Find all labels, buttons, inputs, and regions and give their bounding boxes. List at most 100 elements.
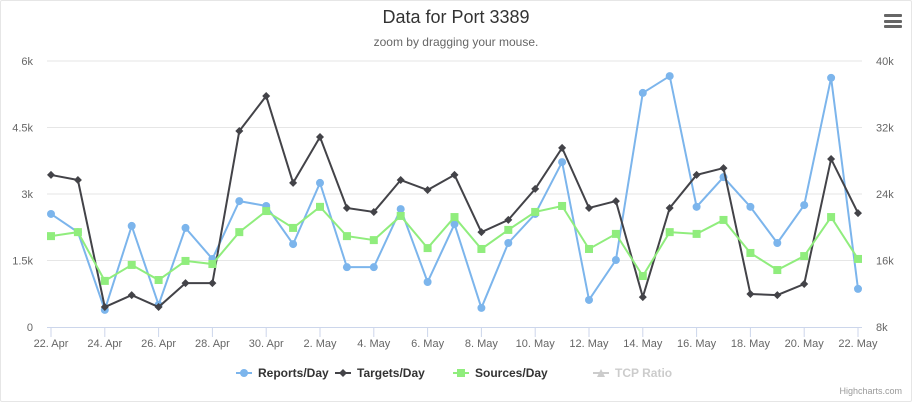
data-point — [154, 303, 163, 312]
data-point — [342, 203, 351, 212]
data-point — [773, 238, 782, 247]
data-point — [289, 240, 298, 249]
data-point — [100, 276, 109, 285]
data-point — [504, 238, 513, 247]
data-point — [746, 248, 755, 257]
data-point — [504, 225, 513, 234]
data-point — [585, 203, 593, 212]
data-point — [665, 72, 674, 81]
data-point — [854, 209, 862, 218]
y-left-tick-label: 3k — [21, 189, 33, 201]
data-point — [289, 178, 298, 187]
data-point — [558, 158, 567, 167]
x-tick-label: 26. Apr — [141, 338, 176, 350]
data-point — [638, 88, 647, 97]
x-tick-label: 10. May — [516, 338, 556, 350]
data-point — [127, 221, 136, 230]
x-tick-label: 4. May — [357, 338, 391, 350]
legend-item[interactable]: Targets/Day — [357, 366, 425, 380]
credits-link[interactable]: Highcharts.com — [839, 386, 902, 396]
data-point — [369, 236, 378, 245]
x-tick-label: 14. May — [623, 338, 663, 350]
legend-item[interactable]: Sources/Day — [475, 366, 548, 380]
x-tick-label: 30. Apr — [249, 338, 284, 350]
data-point — [423, 244, 432, 253]
y-right-tick-label: 16k — [876, 256, 894, 268]
data-point — [423, 278, 432, 287]
data-point — [611, 197, 620, 206]
data-point — [47, 209, 55, 218]
y-right-tick-label: 24k — [876, 189, 894, 201]
x-tick-label: 22. Apr — [34, 338, 69, 350]
data-point — [477, 228, 486, 237]
data-point — [396, 176, 405, 185]
data-point — [369, 263, 378, 272]
data-point — [235, 127, 244, 136]
data-point — [396, 205, 405, 214]
data-point — [611, 229, 620, 238]
hamburger-menu-icon[interactable] — [884, 14, 902, 28]
data-point — [638, 272, 647, 281]
data-point — [638, 293, 647, 302]
data-point — [531, 184, 540, 193]
chart-title: Data for Port 3389 — [382, 7, 530, 27]
data-point — [477, 244, 486, 253]
data-point — [531, 207, 540, 216]
data-point — [316, 178, 324, 187]
data-point — [235, 197, 244, 206]
legend-item[interactable]: Reports/Day — [258, 366, 329, 380]
data-point — [369, 207, 378, 216]
data-point — [450, 220, 459, 229]
data-point — [692, 170, 701, 179]
y-left-tick-label: 1.5k — [12, 256, 33, 268]
x-tick-label: 12. May — [569, 338, 609, 350]
data-point — [692, 229, 701, 238]
data-point — [73, 228, 82, 237]
chart-subtitle: zoom by dragging your mouse. — [373, 35, 539, 49]
data-point — [665, 203, 674, 212]
y-left-tick-label: 0 — [27, 322, 33, 334]
x-tick-label: 20. May — [785, 338, 825, 350]
x-tick-label: 6. May — [411, 338, 445, 350]
data-point — [773, 291, 782, 300]
data-point — [558, 143, 567, 152]
data-point — [262, 92, 271, 101]
data-point — [827, 213, 836, 222]
legend-item[interactable]: TCP Ratio — [615, 366, 672, 380]
data-point — [692, 202, 701, 211]
data-point — [316, 202, 324, 211]
data-point — [208, 279, 217, 288]
data-point — [800, 252, 809, 261]
data-point — [450, 213, 459, 222]
y-right-tick-label: 40k — [876, 56, 894, 68]
data-point — [47, 170, 55, 179]
data-point — [558, 201, 567, 210]
data-point — [208, 260, 217, 269]
legend-marker-diamond-icon — [339, 369, 347, 377]
data-point — [342, 263, 351, 272]
data-point — [854, 254, 862, 263]
data-point — [154, 276, 163, 285]
series-line-reports-day — [50, 74, 859, 314]
data-point — [827, 73, 836, 82]
data-point — [127, 260, 136, 269]
x-tick-label: 8. May — [465, 338, 499, 350]
data-point — [289, 223, 298, 232]
data-point — [585, 295, 593, 304]
legend-marker-square-icon — [457, 369, 465, 377]
data-point — [181, 256, 190, 265]
data-point — [854, 284, 862, 293]
data-point — [47, 232, 55, 241]
data-point — [504, 215, 513, 224]
x-tick-label: 24. Apr — [87, 338, 122, 350]
data-point — [73, 176, 82, 185]
x-tick-label: 16. May — [677, 338, 717, 350]
data-point — [746, 202, 755, 211]
data-point — [773, 266, 782, 275]
data-point — [665, 228, 674, 237]
data-point — [719, 164, 728, 173]
legend-marker-circle-icon — [240, 369, 248, 377]
x-tick-label: 18. May — [731, 338, 771, 350]
data-point — [477, 303, 486, 312]
